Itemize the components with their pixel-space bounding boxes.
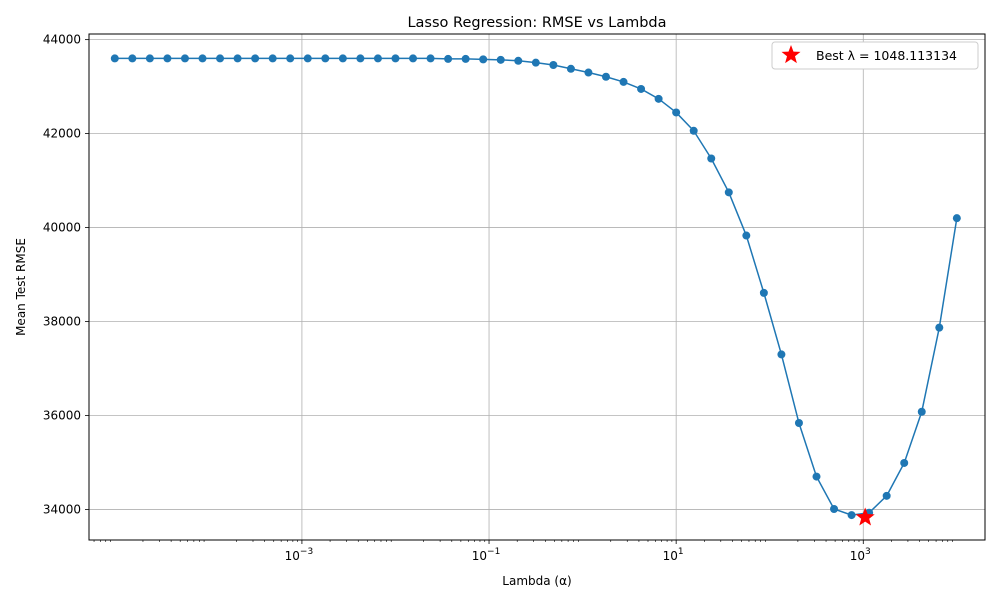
rmse-point bbox=[882, 491, 891, 500]
rmse-point bbox=[356, 54, 365, 63]
x-axis-label: Lambda (α) bbox=[502, 574, 571, 588]
y-tick-label: 44000 bbox=[43, 33, 81, 47]
rmse-point bbox=[268, 54, 277, 63]
rmse-point bbox=[233, 54, 242, 63]
rmse-point bbox=[794, 419, 803, 428]
grid-lines bbox=[89, 34, 985, 540]
legend-label: Best λ = 1048.113134 bbox=[816, 48, 957, 63]
rmse-point bbox=[900, 458, 909, 467]
y-tick-label: 40000 bbox=[43, 221, 81, 235]
rmse-point bbox=[216, 54, 225, 63]
rmse-point bbox=[601, 72, 610, 81]
rmse-point bbox=[198, 54, 207, 63]
rmse-point bbox=[742, 231, 751, 240]
plot-frame bbox=[88, 33, 986, 541]
rmse-point bbox=[619, 77, 628, 86]
legend-star-icon bbox=[781, 45, 801, 64]
rmse-point bbox=[163, 54, 172, 63]
best-lambda-star bbox=[855, 507, 875, 526]
rmse-point bbox=[110, 54, 119, 63]
y-tick-label: 36000 bbox=[43, 408, 81, 422]
rmse-point bbox=[145, 54, 154, 63]
rmse-point bbox=[479, 55, 488, 64]
legend: Best λ = 1048.113134 bbox=[771, 41, 979, 70]
rmse-point bbox=[847, 511, 856, 520]
rmse-point bbox=[637, 84, 646, 93]
rmse-point bbox=[917, 407, 926, 416]
rmse-point bbox=[777, 350, 786, 359]
rmse-point bbox=[338, 54, 347, 63]
series-layer bbox=[110, 54, 961, 526]
rmse-point bbox=[759, 288, 768, 297]
rmse-point bbox=[654, 94, 663, 103]
rmse-point bbox=[444, 54, 453, 63]
rmse-point bbox=[286, 54, 295, 63]
y-axis-label: Mean Test RMSE bbox=[14, 238, 28, 336]
rmse-point bbox=[689, 126, 698, 135]
rmse-point bbox=[531, 58, 540, 67]
rmse-point bbox=[373, 54, 382, 63]
rmse-point bbox=[128, 54, 137, 63]
rmse-point bbox=[496, 55, 505, 64]
rmse-point bbox=[812, 472, 821, 481]
rmse-point bbox=[391, 54, 400, 63]
y-tick-label: 34000 bbox=[43, 502, 81, 516]
rmse-point bbox=[952, 214, 961, 223]
rmse-point bbox=[321, 54, 330, 63]
rmse-point bbox=[672, 108, 681, 117]
legend-box bbox=[771, 41, 979, 70]
rmse-point bbox=[180, 54, 189, 63]
y-tick-label: 38000 bbox=[43, 315, 81, 329]
rmse-point bbox=[707, 154, 716, 163]
rmse-point bbox=[461, 54, 470, 63]
chart-title: Lasso Regression: RMSE vs Lambda bbox=[407, 15, 666, 31]
rmse-point bbox=[566, 64, 575, 73]
rmse-point bbox=[409, 54, 418, 63]
rmse-point bbox=[303, 54, 312, 63]
rmse-point bbox=[426, 54, 435, 63]
rmse-point bbox=[514, 56, 523, 65]
rmse-point bbox=[584, 68, 593, 77]
rmse-point bbox=[251, 54, 260, 63]
rmse-point bbox=[935, 323, 944, 332]
rmse-point bbox=[830, 504, 839, 513]
y-tick-label: 42000 bbox=[43, 127, 81, 141]
rmse-point bbox=[549, 61, 558, 70]
rmse-point bbox=[724, 188, 733, 197]
tick-layer: 10−3 10−1 101 10334000360003800040000420004… bbox=[43, 33, 953, 563]
